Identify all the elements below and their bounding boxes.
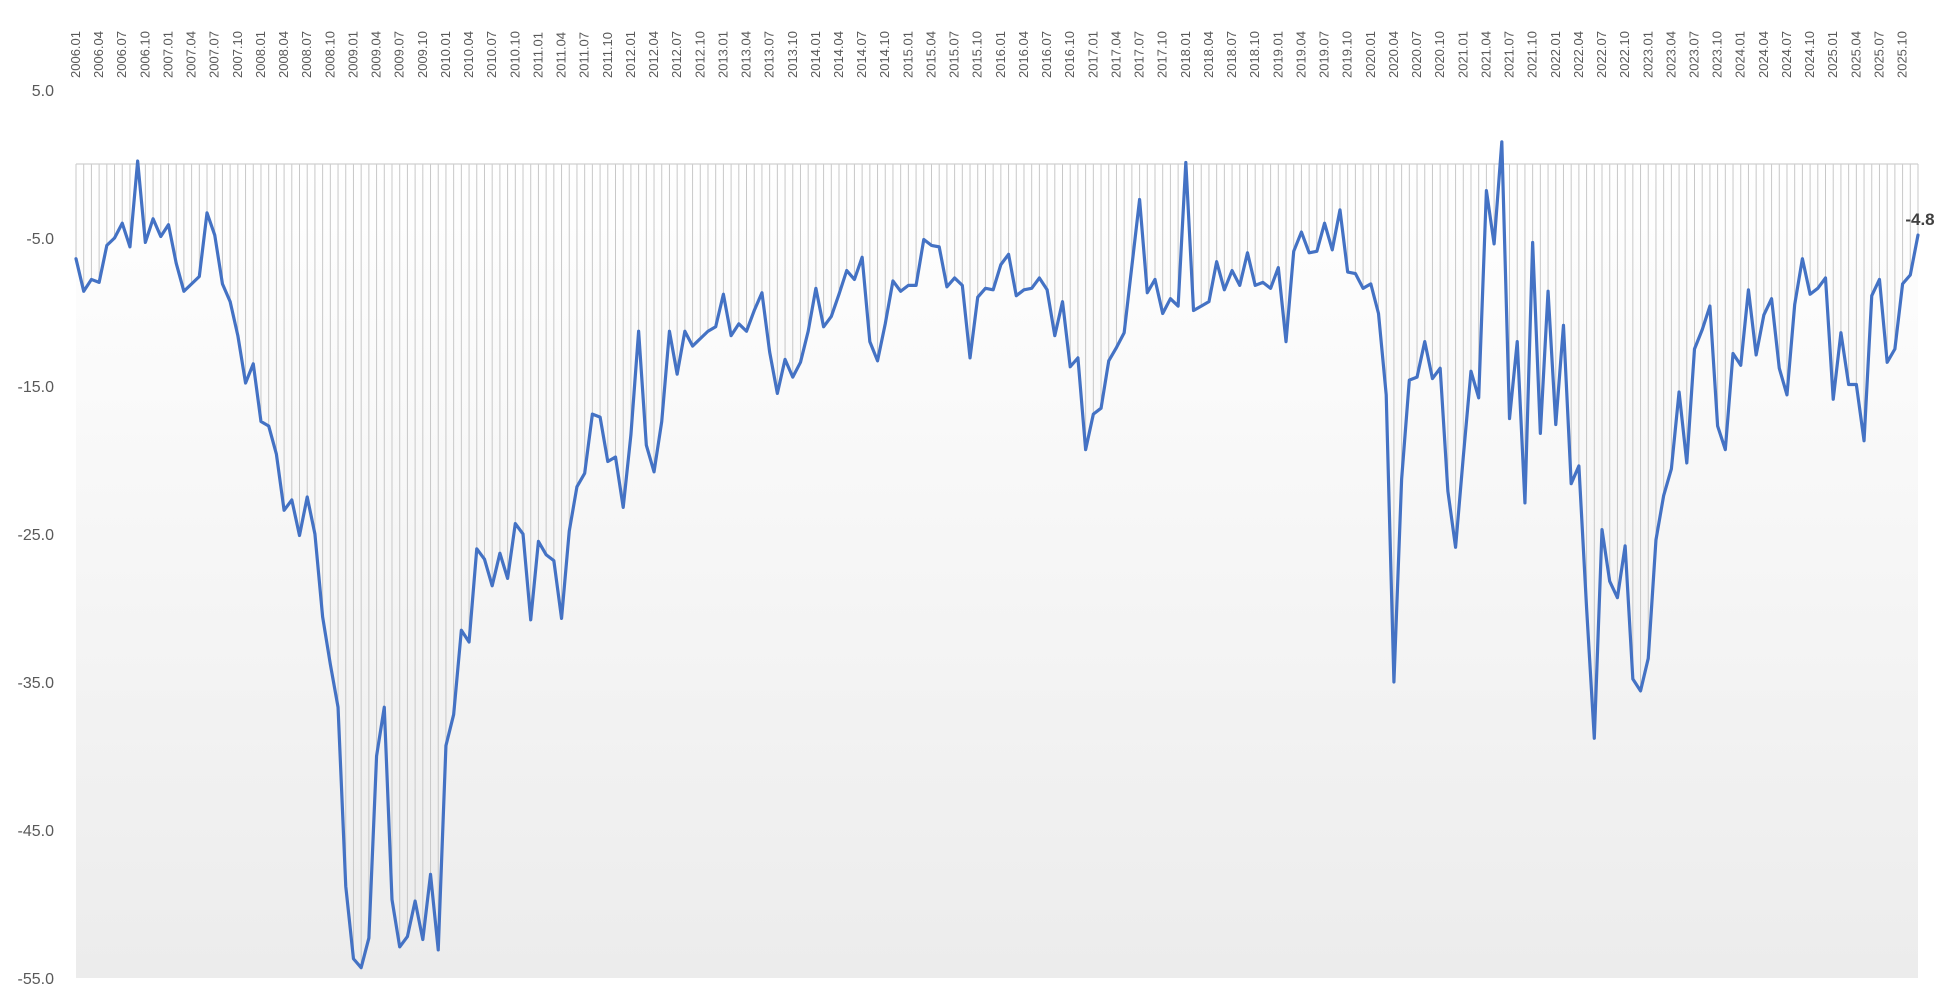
x-tick-label: 2018.07 xyxy=(1224,31,1239,78)
x-tick-label: 2016.07 xyxy=(1039,31,1054,78)
x-tick-label: 2007.04 xyxy=(184,31,199,78)
x-tick-label: 2021.10 xyxy=(1525,31,1540,78)
y-tick-label: -5.0 xyxy=(26,231,54,248)
x-tick-label: 2022.04 xyxy=(1571,31,1586,78)
x-tick-label: 2022.10 xyxy=(1617,31,1632,78)
y-tick-label: 5.0 xyxy=(32,83,54,100)
x-tick-label: 2008.10 xyxy=(322,31,337,78)
x-tick-label: 2015.01 xyxy=(900,31,915,78)
x-tick-label: 2024.10 xyxy=(1802,31,1817,78)
x-tick-label: 2006.07 xyxy=(114,31,129,78)
x-tick-label: 2013.04 xyxy=(739,31,754,78)
x-tick-label: 2016.01 xyxy=(993,31,1008,78)
x-tick-label: 2010.07 xyxy=(484,31,499,78)
x-tick-label: 2017.10 xyxy=(1155,31,1170,78)
x-tick-label: 2020.01 xyxy=(1363,31,1378,78)
x-tick-label: 2008.07 xyxy=(299,31,314,78)
x-tick-label: 2020.04 xyxy=(1386,31,1401,78)
x-tick-label: 2025.04 xyxy=(1848,31,1863,78)
x-tick-label: 2008.04 xyxy=(276,31,291,78)
x-tick-label: 2014.07 xyxy=(854,31,869,78)
x-tick-label: 2011.04 xyxy=(554,32,569,78)
x-tick-label: 2012.10 xyxy=(692,31,707,78)
x-tick-label: 2023.01 xyxy=(1640,31,1655,78)
y-tick-label: -35.0 xyxy=(18,675,55,692)
y-axis-ticks: 5.0 -5.0 -15.0 -25.0 -35.0 -45.0 -55.0 xyxy=(18,83,55,988)
x-tick-label: 2022.07 xyxy=(1594,31,1609,78)
x-tick-label: 2006.01 xyxy=(68,31,83,78)
x-tick-label: 2011.01 xyxy=(530,32,545,78)
x-tick-label: 2013.01 xyxy=(715,31,730,78)
x-tick-label: 2016.04 xyxy=(1016,31,1031,78)
x-tick-label: 2011.10 xyxy=(600,32,615,78)
x-tick-label: 2025.01 xyxy=(1825,31,1840,78)
x-tick-label: 2014.04 xyxy=(831,31,846,78)
x-tick-label: 2014.01 xyxy=(808,31,823,78)
x-tick-label: 2007.07 xyxy=(207,31,222,78)
x-tick-label: 2021.04 xyxy=(1478,31,1493,78)
x-tick-label: 2025.07 xyxy=(1871,31,1886,78)
x-tick-label: 2022.01 xyxy=(1548,31,1563,78)
x-axis-ticks: 2006.01 2006.04 2006.07 2006.10 2007.01 2007.… xyxy=(68,31,1910,78)
x-tick-label: 2023.04 xyxy=(1663,31,1678,78)
x-tick-label: 2008.01 xyxy=(253,31,268,78)
x-tick-label: 2011.07 xyxy=(577,32,592,78)
y-tick-label: -25.0 xyxy=(18,527,55,544)
plot-background xyxy=(76,164,1918,978)
x-tick-label: 2017.01 xyxy=(1085,31,1100,78)
drop-lines-layer xyxy=(75,141,1919,968)
x-tick-label: 2018.10 xyxy=(1247,31,1262,78)
x-tick-label: 2013.10 xyxy=(785,31,800,78)
x-tick-label: 2009.07 xyxy=(392,31,407,78)
x-tick-label: 2020.07 xyxy=(1409,31,1424,78)
x-tick-label: 2013.07 xyxy=(762,31,777,78)
x-tick-label: 2017.07 xyxy=(1132,31,1147,78)
x-tick-label: 2021.07 xyxy=(1502,31,1517,78)
series-line xyxy=(74,140,1920,970)
x-tick-label: 2019.04 xyxy=(1293,31,1308,78)
x-tick-label: 2018.04 xyxy=(1201,31,1216,78)
x-tick-label: 2009.04 xyxy=(369,31,384,78)
x-tick-label: 2025.10 xyxy=(1895,31,1910,78)
x-tick-label: 2010.01 xyxy=(438,31,453,78)
x-tick-label: 2015.07 xyxy=(947,31,962,78)
y-tick-label: -55.0 xyxy=(18,971,55,988)
x-tick-label: 2024.01 xyxy=(1733,31,1748,78)
x-tick-label: 2009.01 xyxy=(345,31,360,78)
x-tick-label: 2023.10 xyxy=(1710,31,1725,78)
series-layer xyxy=(74,140,1920,970)
y-tick-label: -45.0 xyxy=(18,823,55,840)
x-tick-label: 2015.04 xyxy=(923,31,938,78)
y-tick-label: -15.0 xyxy=(18,379,55,396)
x-tick-label: 2019.10 xyxy=(1340,31,1355,78)
x-tick-label: 2012.04 xyxy=(646,31,661,78)
last-value-label: -4.8 xyxy=(1905,210,1934,229)
x-tick-label: 2020.10 xyxy=(1432,31,1447,78)
x-tick-label: 2010.04 xyxy=(461,31,476,78)
x-tick-label: 2024.07 xyxy=(1779,31,1794,78)
x-tick-label: 2006.04 xyxy=(91,31,106,78)
area-fill-layer xyxy=(76,164,1918,978)
x-tick-label: 2006.10 xyxy=(137,31,152,78)
x-tick-label: 2007.01 xyxy=(160,31,175,78)
x-tick-label: 2010.10 xyxy=(507,31,522,78)
x-tick-label: 2023.07 xyxy=(1686,31,1701,78)
x-tick-label: 2018.01 xyxy=(1178,31,1193,78)
x-tick-label: 2019.01 xyxy=(1270,31,1285,78)
x-tick-label: 2017.04 xyxy=(1108,31,1123,78)
data-label-layer: -4.8 xyxy=(1905,210,1934,229)
x-tick-label: 2015.10 xyxy=(970,31,985,78)
x-tick-label: 2012.07 xyxy=(669,31,684,78)
x-tick-label: 2009.10 xyxy=(415,31,430,78)
x-tick-label: 2007.10 xyxy=(230,31,245,78)
x-tick-label: 2016.10 xyxy=(1062,31,1077,78)
x-tick-label: 2024.04 xyxy=(1756,31,1771,78)
x-tick-label: 2021.01 xyxy=(1455,31,1470,78)
x-tick-label: 2014.10 xyxy=(877,31,892,78)
x-tick-label: 2012.01 xyxy=(623,31,638,78)
x-tick-label: 2019.07 xyxy=(1317,31,1332,78)
